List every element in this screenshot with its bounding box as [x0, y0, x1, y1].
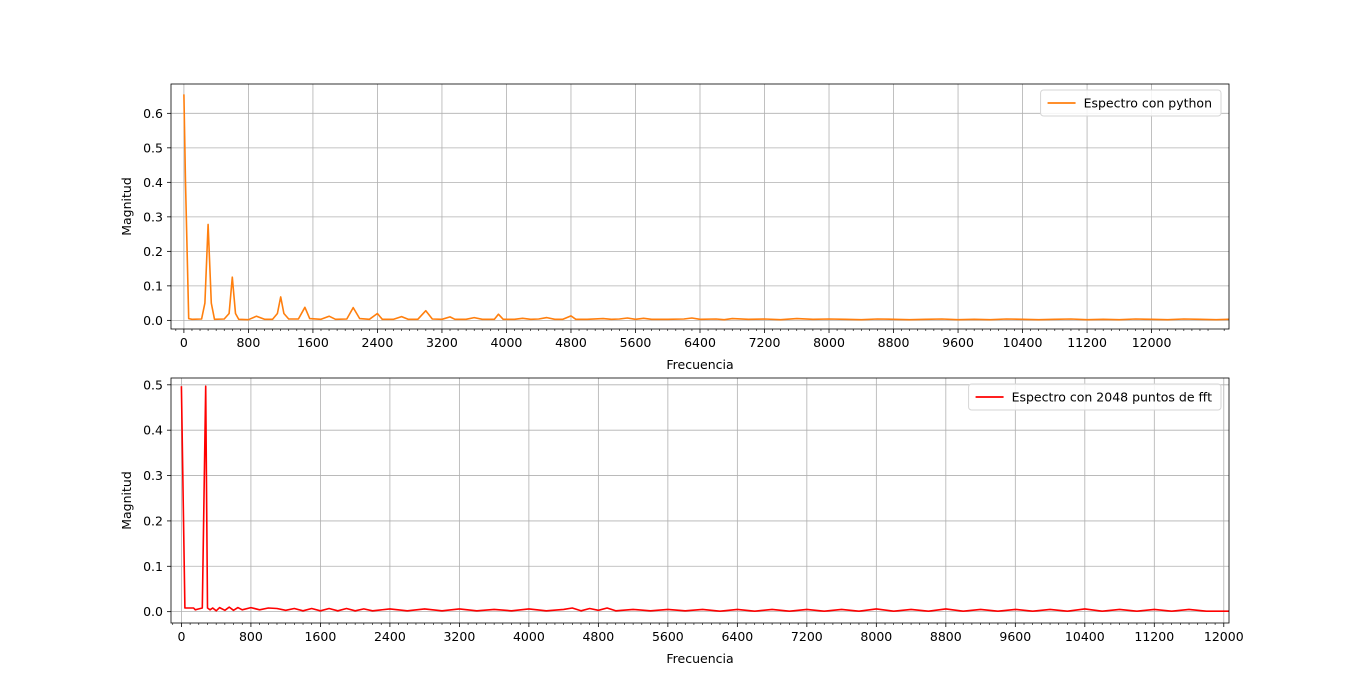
- x-tick-label: 4000: [491, 335, 523, 350]
- y-tick-label: 0.2: [143, 244, 163, 259]
- x-tick-label: 12000: [1204, 629, 1244, 644]
- x-tick-label: 9600: [999, 629, 1031, 644]
- x-tick-label: 8000: [813, 335, 845, 350]
- y-tick-label: 0.0: [143, 313, 163, 328]
- legend-label: Espectro con 2048 puntos de fft: [1012, 390, 1213, 405]
- y-tick-label: 0.3: [143, 468, 163, 483]
- plots: 0 800 1600 2400 3200 4000 4800 5600 6400 7200 8000…: [119, 83, 1244, 666]
- x-tick-label: 4800: [555, 335, 587, 350]
- y-tick-label: 0.2: [143, 513, 163, 528]
- y-tick-label: 0.1: [143, 559, 163, 574]
- x-tick-label: 6400: [684, 335, 716, 350]
- plot-frame: [170, 83, 1230, 330]
- y-axis-label: Magnitud: [119, 471, 134, 530]
- x-axis-label: Frecuencia: [666, 651, 733, 666]
- series-line-1: [180, 385, 1229, 613]
- y-tick-label: 0.4: [143, 423, 163, 438]
- x-tick-label: 800: [236, 335, 260, 350]
- y-tick-label: 0.1: [143, 278, 163, 293]
- legend-box: [968, 383, 1222, 411]
- x-tick-label: 0: [177, 629, 185, 644]
- x-tick-label: 800: [239, 629, 263, 644]
- y-tick-label: 0.5: [143, 140, 163, 155]
- x-tick-label: 4800: [582, 629, 614, 644]
- x-tick-label: 5600: [620, 335, 652, 350]
- x-tick-label: 10400: [1003, 335, 1043, 350]
- y-tick-label: 0.5: [143, 377, 163, 392]
- x-tick-label: 11200: [1134, 629, 1174, 644]
- x-tick-label: 1600: [304, 629, 336, 644]
- legend-label: Espectro con python: [1084, 96, 1212, 111]
- x-tick-label: 8000: [860, 629, 892, 644]
- x-axis-label: Frecuencia: [666, 357, 733, 372]
- x-tick-label: 6400: [721, 629, 753, 644]
- legend: Espectro con python: [1040, 89, 1222, 117]
- y-tick-label: 0.4: [143, 175, 163, 190]
- x-tick-label: 8800: [878, 335, 910, 350]
- x-tick-label: 10400: [1065, 629, 1105, 644]
- legend-box: [1040, 89, 1222, 117]
- x-tick-label: 0: [180, 335, 188, 350]
- x-tick-label: 5600: [652, 629, 684, 644]
- x-tick-label: 7200: [791, 629, 823, 644]
- y-axis-label: Magnitud: [119, 177, 134, 236]
- plot-frame: [170, 377, 1230, 624]
- x-tick-label: 2400: [362, 335, 394, 350]
- x-tick-label: 12000: [1132, 335, 1172, 350]
- chart-panel-1: 0 800 1600 2400 3200 4000 4800 5600 6400 7200 8000…: [119, 83, 1230, 372]
- x-tick-label: 1600: [297, 335, 329, 350]
- y-tick-label: 0.3: [143, 209, 163, 224]
- chart-panel-2: 0 800 1600 2400 3200 4000 4800 5600 6400 7200 8000…: [119, 377, 1244, 666]
- x-tick-label: 11200: [1067, 335, 1107, 350]
- y-tick-label: 0.0: [143, 604, 163, 619]
- x-tick-label: 4000: [513, 629, 545, 644]
- x-tick-label: 8800: [930, 629, 962, 644]
- legend: Espectro con 2048 puntos de fft: [968, 383, 1222, 411]
- series-line-1: [183, 94, 1229, 321]
- x-tick-label: 3200: [426, 335, 458, 350]
- x-tick-label: 9600: [942, 335, 974, 350]
- x-tick-label: 2400: [374, 629, 406, 644]
- x-tick-label: 7200: [749, 335, 781, 350]
- y-tick-label: 0.6: [143, 106, 163, 121]
- x-tick-label: 3200: [443, 629, 475, 644]
